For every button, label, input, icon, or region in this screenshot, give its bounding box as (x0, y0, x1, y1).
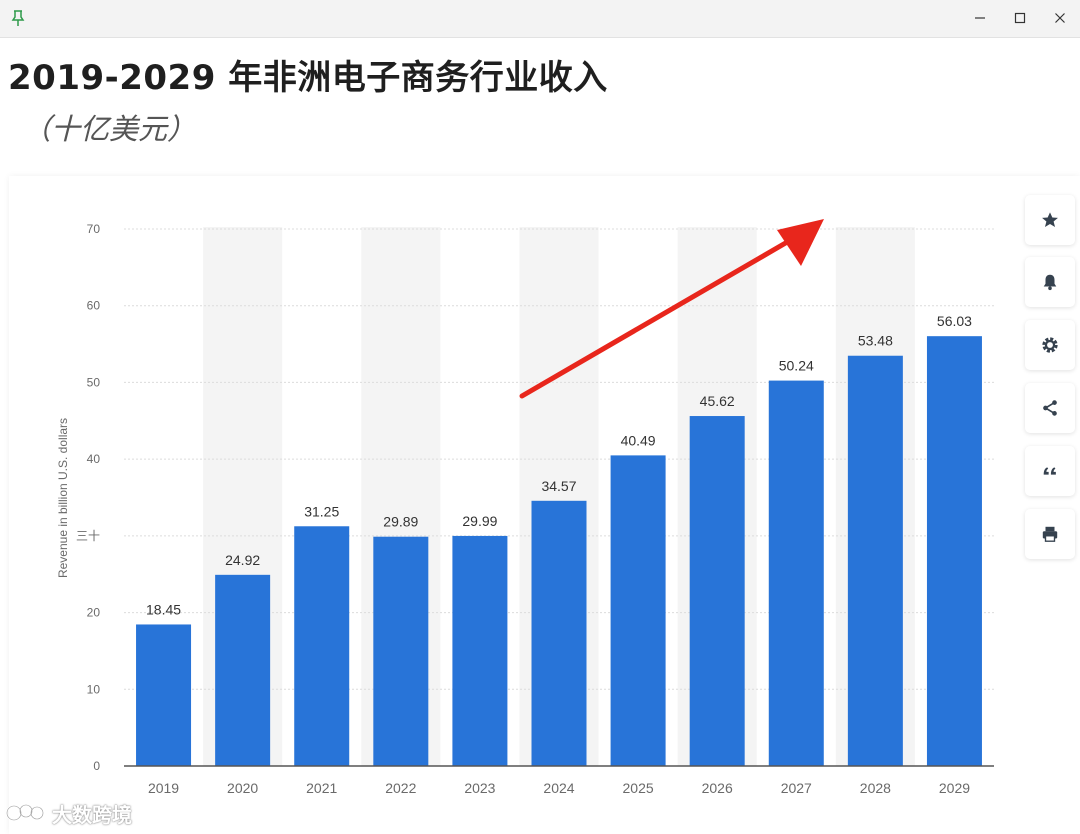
y-tick-label: 50 (87, 375, 101, 389)
page-title: 2019-2029 年非洲电子商务行业收入 (8, 58, 608, 98)
data-label: 29.99 (462, 513, 497, 529)
x-tick-label: 2021 (306, 780, 337, 796)
gear-icon (1042, 337, 1058, 353)
x-tick-label: 2025 (623, 780, 654, 796)
bar-2026[interactable] (689, 416, 745, 766)
close-icon (1055, 13, 1065, 23)
maximize-icon (1014, 12, 1026, 24)
print-icon (1042, 526, 1058, 542)
y-tick-label: 40 (87, 452, 101, 466)
data-label: 31.25 (304, 503, 339, 519)
share-button[interactable] (1025, 383, 1075, 433)
page-subtitle: （十亿美元） (22, 112, 197, 146)
y-tick-label: 三十 (76, 529, 100, 543)
x-tick-label: 2020 (227, 780, 258, 796)
bar-2029[interactable] (926, 336, 982, 766)
bar-2020[interactable] (215, 574, 271, 766)
close-button[interactable] (1043, 6, 1077, 30)
bell-icon (1043, 274, 1057, 291)
x-tick-label: 2026 (702, 780, 733, 796)
y-tick-label: 20 (87, 606, 101, 620)
bar-2023[interactable] (452, 535, 508, 766)
bar-chart: 0 10 20 三十 40 50 60 70 Revenue in billion U.S. … (56, 219, 994, 796)
x-tick-label: 2019 (148, 780, 179, 796)
bar-2019[interactable] (136, 624, 192, 766)
watermark: 大数跨境 (6, 798, 132, 828)
watermark-logo-icon (6, 804, 44, 821)
chart-card: 0 10 20 三十 40 50 60 70 Revenue in billion U.S. … (9, 176, 1080, 834)
star-icon (1042, 212, 1058, 228)
y-tick-label: 0 (93, 759, 100, 773)
x-tick-label: 2023 (464, 780, 495, 796)
data-label: 24.92 (225, 552, 260, 568)
window-titlebar (0, 0, 1080, 38)
data-label: 40.49 (621, 432, 656, 448)
trend-arrow (519, 219, 824, 399)
bar-2024[interactable] (531, 500, 587, 766)
x-tick-label: 2022 (385, 780, 416, 796)
settings-button[interactable] (1025, 320, 1075, 370)
share-icon (1043, 400, 1057, 416)
y-tick-label: 70 (87, 222, 101, 236)
x-tick-label: 2024 (543, 780, 574, 796)
bar-2028[interactable] (847, 355, 903, 766)
data-label: 56.03 (937, 313, 972, 329)
y-axis-label: Revenue in billion U.S. dollars (56, 418, 70, 578)
bar-2025[interactable] (610, 455, 666, 766)
minimize-button[interactable] (963, 6, 997, 30)
x-tick-label: 2029 (939, 780, 970, 796)
bar-2022[interactable] (373, 536, 429, 766)
data-label: 53.48 (858, 333, 893, 349)
x-tick-label: 2027 (781, 780, 812, 796)
pin-icon[interactable] (10, 9, 26, 27)
maximize-button[interactable] (1003, 6, 1037, 30)
y-tick-label: 60 (87, 299, 101, 313)
watermark-text: 大数跨境 (52, 802, 132, 827)
data-label: 34.57 (541, 478, 576, 494)
quote-icon (1043, 467, 1056, 475)
favorite-button[interactable] (1025, 195, 1075, 245)
data-label: 45.62 (700, 393, 735, 409)
print-button[interactable] (1025, 509, 1075, 559)
y-tick-label: 10 (87, 682, 101, 696)
cite-button[interactable] (1025, 446, 1075, 496)
data-label: 50.24 (779, 358, 814, 374)
notify-button[interactable] (1025, 257, 1075, 307)
minimize-icon (975, 17, 985, 19)
data-label: 18.45 (146, 601, 181, 617)
bar-2027[interactable] (768, 380, 824, 766)
data-label: 29.89 (383, 514, 418, 530)
x-tick-label: 2028 (860, 780, 891, 796)
bar-2021[interactable] (294, 526, 350, 766)
